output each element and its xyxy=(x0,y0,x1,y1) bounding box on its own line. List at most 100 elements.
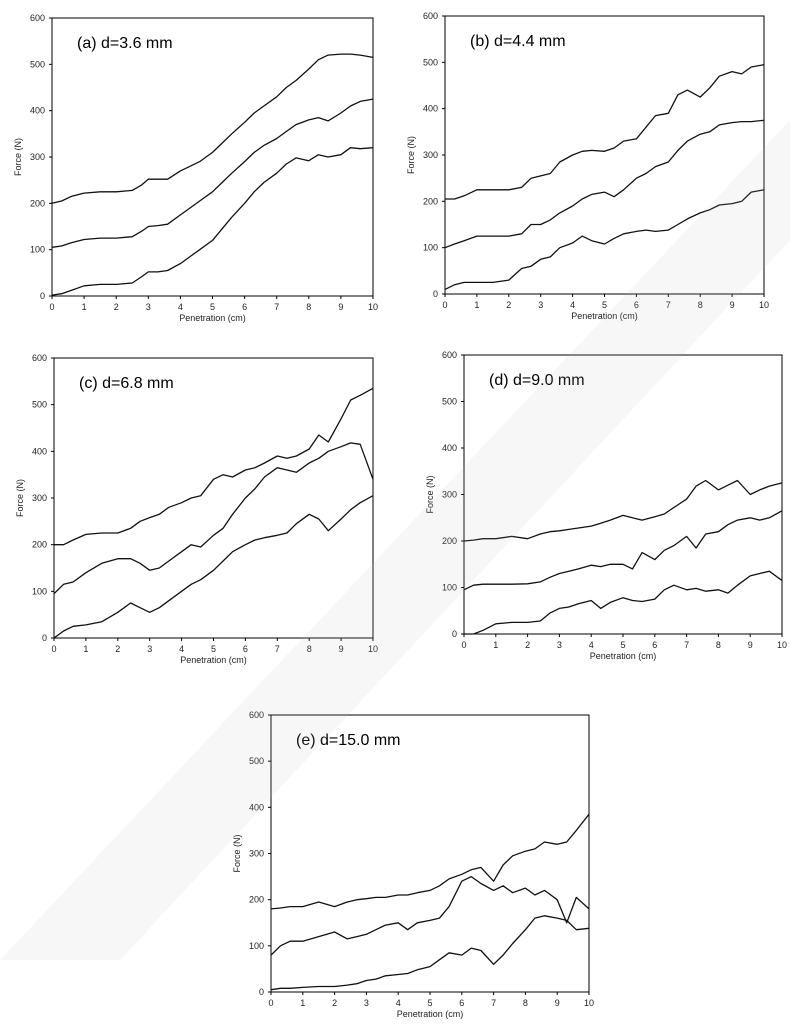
panel-title: (d) d=9.0 mm xyxy=(489,372,585,389)
x-tick-label: 1 xyxy=(300,998,305,1008)
x-tick-label: 8 xyxy=(306,302,311,312)
x-tick-label: 7 xyxy=(491,998,496,1008)
plot-frame xyxy=(51,17,374,297)
x-tick-label: 4 xyxy=(589,640,594,650)
x-tick-label: 10 xyxy=(368,644,378,654)
x-tick-label: 1 xyxy=(83,644,88,654)
series-line-3 xyxy=(464,570,783,635)
x-tick-label: 5 xyxy=(210,302,215,312)
x-tick-label: 9 xyxy=(338,302,343,312)
x-tick-label: 3 xyxy=(557,640,562,650)
y-tick-label: 400 xyxy=(32,446,47,456)
y-tick-label: 200 xyxy=(423,196,438,206)
x-tick-label: 5 xyxy=(211,644,216,654)
plot-frame xyxy=(270,714,590,993)
y-tick-label: 300 xyxy=(32,493,47,503)
y-axis-title: Force (N) xyxy=(425,475,435,513)
x-tick-label: 5 xyxy=(620,640,625,650)
y-tick-label: 400 xyxy=(30,106,45,116)
x-tick-label: 0 xyxy=(461,640,466,650)
x-tick-label: 7 xyxy=(275,644,280,654)
y-tick-label: 600 xyxy=(30,13,45,23)
y-tick-label: 100 xyxy=(32,586,47,596)
chart-panel-c: 0 100 200 300 400 500 600 0 1 2 3 4 5 6 7 8 9 10 Penetrati… xyxy=(0,0,390,680)
x-tick-label: 3 xyxy=(146,302,151,312)
x-axis-title: Penetration (cm) xyxy=(397,1009,464,1019)
y-tick-label: 500 xyxy=(423,57,438,67)
x-tick-label: 0 xyxy=(51,644,56,654)
y-axis-title: Force (N) xyxy=(406,136,416,174)
panel-title: (e) d=15.0 mm xyxy=(296,732,400,749)
y-tick-label: 100 xyxy=(249,941,264,951)
y-tick-label: 0 xyxy=(452,629,457,639)
y-tick-label: 600 xyxy=(32,353,47,363)
y-tick-label: 500 xyxy=(442,397,457,407)
panel-title: (b) d=4.4 mm xyxy=(470,33,566,50)
x-tick-label: 5 xyxy=(602,300,607,310)
x-tick-label: 4 xyxy=(178,302,183,312)
panel-title: (a) d=3.6 mm xyxy=(77,35,173,52)
y-tick-label: 0 xyxy=(40,291,45,301)
y-tick-label: 400 xyxy=(249,802,264,812)
x-tick-label: 4 xyxy=(179,644,184,654)
series-line-3 xyxy=(51,147,374,296)
x-tick-label: 2 xyxy=(114,302,119,312)
y-tick-label: 500 xyxy=(30,59,45,69)
series-line-1 xyxy=(445,64,765,200)
y-tick-label: 0 xyxy=(433,289,438,299)
series-line-1 xyxy=(270,813,590,910)
x-tick-label: 3 xyxy=(364,998,369,1008)
series-line-2 xyxy=(270,875,590,956)
x-tick-label: 1 xyxy=(493,640,498,650)
y-tick-label: 300 xyxy=(249,849,264,859)
series-line-2 xyxy=(53,442,374,595)
series-line-1 xyxy=(51,53,374,204)
y-tick-label: 400 xyxy=(423,104,438,114)
x-tick-label: 6 xyxy=(242,302,247,312)
series-line-2 xyxy=(463,510,783,591)
x-tick-label: 10 xyxy=(777,640,787,650)
y-axis-title: Force (N) xyxy=(15,479,25,517)
x-tick-label: 2 xyxy=(525,640,530,650)
x-tick-label: 7 xyxy=(684,640,689,650)
y-tick-label: 500 xyxy=(249,756,264,766)
x-tick-label: 7 xyxy=(666,300,671,310)
y-tick-label: 300 xyxy=(423,150,438,160)
y-tick-label: 400 xyxy=(442,443,457,453)
x-axis-title: Penetration (cm) xyxy=(590,651,657,661)
x-tick-label: 6 xyxy=(652,640,657,650)
y-tick-label: 500 xyxy=(32,400,47,410)
x-tick-label: 1 xyxy=(82,302,87,312)
series-line-3 xyxy=(270,915,590,991)
x-tick-label: 3 xyxy=(538,300,543,310)
x-tick-label: 6 xyxy=(243,644,248,654)
y-tick-label: 0 xyxy=(42,633,47,643)
chart-panel-a: 0 100 200 300 400 500 600 0 1 2 3 4 5 6 7 8 9 10 Penetrati… xyxy=(0,0,390,335)
x-tick-label: 2 xyxy=(506,300,511,310)
x-tick-label: 2 xyxy=(332,998,337,1008)
y-tick-label: 600 xyxy=(442,350,457,360)
y-tick-label: 300 xyxy=(442,490,457,500)
plot-frame xyxy=(463,354,783,635)
x-axis-title: Penetration (cm) xyxy=(180,655,247,665)
y-tick-label: 200 xyxy=(32,540,47,550)
x-tick-label: 8 xyxy=(716,640,721,650)
series-line-3 xyxy=(53,495,374,639)
x-tick-label: 5 xyxy=(427,998,432,1008)
x-axis-title: Penetration (cm) xyxy=(179,313,246,323)
x-tick-label: 9 xyxy=(339,644,344,654)
x-axis-title: Penetration (cm) xyxy=(571,311,638,321)
x-tick-label: 8 xyxy=(307,644,312,654)
series-line-2 xyxy=(444,119,765,249)
x-tick-label: 9 xyxy=(555,998,560,1008)
x-tick-label: 10 xyxy=(584,998,594,1008)
series-line-2 xyxy=(51,98,374,248)
plot-frame xyxy=(53,357,374,639)
x-tick-label: 6 xyxy=(459,998,464,1008)
chart-panel-b: 0 100 200 300 400 500 600 0 1 2 3 4 5 6 7 8 9 10 Penetrati… xyxy=(0,0,790,335)
x-tick-label: 0 xyxy=(49,302,54,312)
x-tick-label: 10 xyxy=(368,302,378,312)
